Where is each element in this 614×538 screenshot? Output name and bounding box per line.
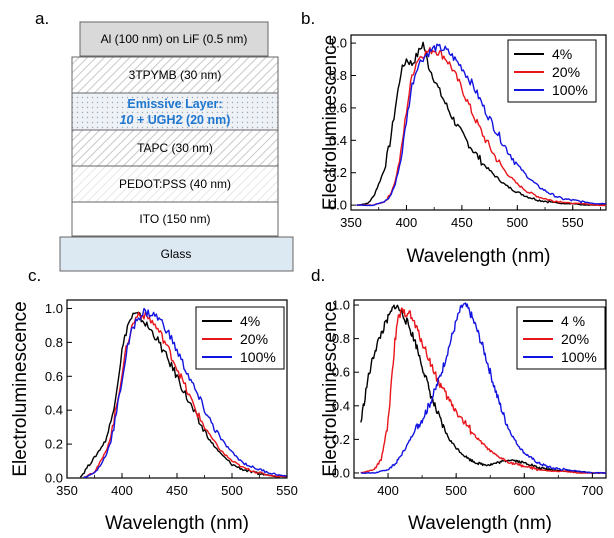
legend-entry: 4% <box>240 313 260 329</box>
x-tick-label: 350 <box>56 483 78 498</box>
x-tick-label: 550 <box>276 483 298 498</box>
x-tick-label: 450 <box>451 215 473 230</box>
series-line-20pct <box>360 307 606 474</box>
legend-entry: 100% <box>552 82 588 98</box>
x-axis-label: Wavelength (nm) <box>408 513 552 534</box>
x-tick-label: 400 <box>396 215 418 230</box>
y-axis-label: Electroluminescence <box>10 301 31 476</box>
y-tick-label: 1.0 <box>329 36 347 51</box>
chart-panel-b: 350 400 450 500 550 0.0 0.2 0.4 0.6 0.8 1.0 Wavelen… <box>320 34 607 267</box>
device-stack-diagram: Al (100 nm) on LiF (0.5 nm) 3TPYMB (30 n… <box>59 21 294 272</box>
x-tick-label: 400 <box>111 483 133 498</box>
legend-entry: 20% <box>552 64 580 80</box>
y-tick-label: 0.4 <box>45 403 63 418</box>
y-tick-label: 0.0 <box>329 198 347 213</box>
plot-frame <box>353 299 607 479</box>
emitter-number: 10 <box>120 113 134 127</box>
layer-emissive <box>71 92 279 131</box>
y-axis-label: Electroluminescence <box>320 301 341 476</box>
x-tick-label: 400 <box>377 483 399 498</box>
legend-entry: 4% <box>552 46 572 62</box>
series-line-4pct <box>356 41 607 206</box>
layer-ito-label: ITO (150 nm) <box>139 212 210 226</box>
legend-entry: 4 % <box>561 313 585 329</box>
series-line-100pct <box>360 302 607 474</box>
y-tick-label: 0.2 <box>332 432 350 447</box>
x-tick-label: 500 <box>506 215 528 230</box>
layer-emissive-label-line1: Emissive Layer: <box>127 97 222 111</box>
series-line-100pct <box>356 43 607 207</box>
series-line-100pct <box>83 307 288 478</box>
y-tick-label: 0.0 <box>332 465 350 480</box>
layer-tapc <box>71 129 279 167</box>
y-tick-label: 0.6 <box>45 369 63 384</box>
legend: 4% 20% 100% <box>507 39 597 103</box>
legend-entry: 20% <box>240 331 268 347</box>
y-tick-label: 0.8 <box>329 68 347 83</box>
legend-entry: 100% <box>561 349 597 365</box>
legend-entry: 20% <box>561 331 589 347</box>
layer-tapc-label: TAPC (30 nm) <box>137 141 213 155</box>
layer-pedot-label: PEDOT:PSS (40 nm) <box>119 177 231 191</box>
y-tick-label: 0.8 <box>332 331 350 346</box>
y-tick-label: 1.0 <box>45 301 63 316</box>
y-tick-label: 0.6 <box>332 365 350 380</box>
emissive-host-label: + UGH2 (20 nm) <box>134 113 231 127</box>
x-tick-label: 550 <box>562 215 584 230</box>
legend: 4 % 20% 100% <box>516 306 606 370</box>
legend: 4% 20% 100% <box>195 306 285 370</box>
x-tick-label: 700 <box>582 483 604 498</box>
y-tick-label: 0.6 <box>329 100 347 115</box>
layer-al-lif-label: Al (100 nm) on LiF (0.5 nm) <box>101 32 248 46</box>
chart-panel-c: 350 400 450 500 550 0.0 0.2 0.4 0.6 0.8 1.0 Wavelen… <box>10 299 298 534</box>
panel-label-d: d. <box>311 266 325 285</box>
x-axis-label: Wavelength (nm) <box>105 513 249 534</box>
y-tick-label: 0.4 <box>332 398 350 413</box>
y-axis-label: Electroluminescence <box>320 35 341 210</box>
layer-glass-label: Glass <box>161 247 192 261</box>
y-tick-label: 0.2 <box>329 165 347 180</box>
layer-ito <box>71 201 279 237</box>
layer-glass <box>59 236 294 272</box>
layer-al-lif <box>79 21 269 57</box>
series-line-20pct <box>356 46 607 207</box>
plot-frame <box>350 34 607 211</box>
layer-emissive-label-line2: 10 + UGH2 (20 nm) <box>120 113 231 127</box>
layer-3tpymb-label: 3TPYMB (30 nm) <box>129 68 222 82</box>
panel-label-c: c. <box>28 266 41 285</box>
panel-label-b: b. <box>301 9 315 28</box>
layer-3tpymb <box>71 56 279 94</box>
legend-entry: 100% <box>240 349 276 365</box>
y-tick-label: 0.2 <box>45 437 63 452</box>
panel-label-a: a. <box>35 9 49 28</box>
x-tick-label: 450 <box>166 483 188 498</box>
x-tick-label: 500 <box>221 483 243 498</box>
y-tick-label: 0.0 <box>45 471 63 486</box>
x-tick-label: 600 <box>513 483 535 498</box>
x-tick-label: 500 <box>445 483 467 498</box>
y-tick-label: 0.8 <box>45 335 63 350</box>
y-tick-label: 0.4 <box>329 133 347 148</box>
y-tick-label: 1.0 <box>332 298 350 313</box>
chart-panel-d: 400 500 600 700 0.0 0.2 0.4 0.6 0.8 1.0 Wavelength… <box>320 298 607 534</box>
x-tick-label: 350 <box>340 215 362 230</box>
x-axis-label: Wavelength (nm) <box>407 246 551 267</box>
